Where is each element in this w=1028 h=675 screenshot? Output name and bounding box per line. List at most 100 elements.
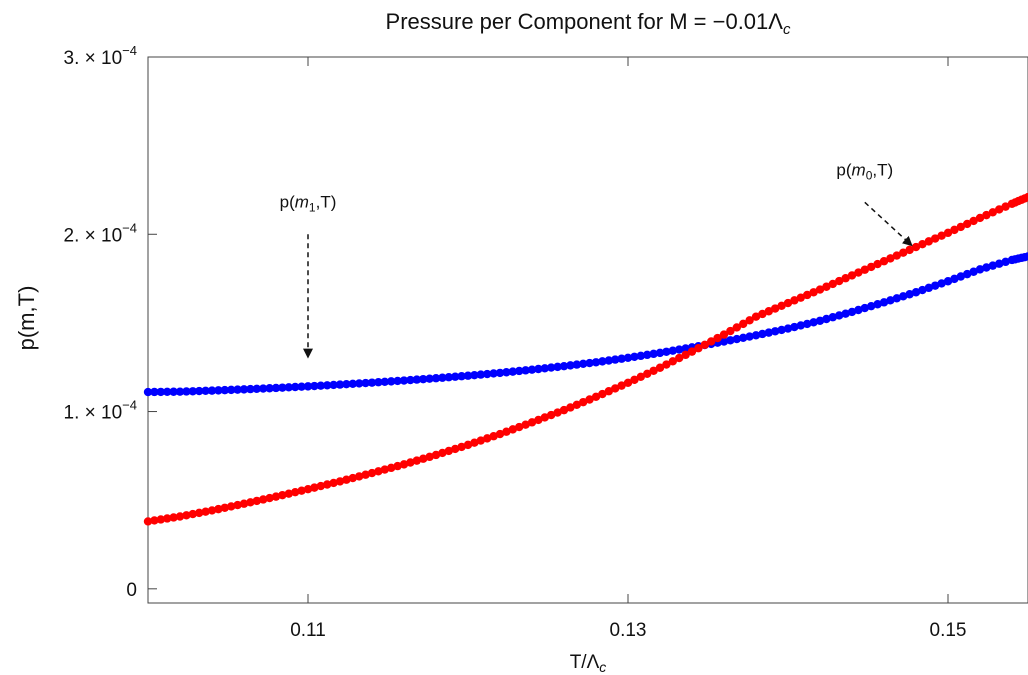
series-0-point (367, 378, 377, 387)
series-0-point (675, 345, 684, 354)
series-0-point (847, 307, 857, 317)
series-0-point (425, 374, 434, 383)
series-1-point (975, 213, 985, 223)
series-1-point (918, 240, 927, 249)
series-0-point (393, 376, 402, 386)
series-1-point (470, 438, 479, 447)
series-1-point (284, 489, 293, 498)
series-1-point (822, 282, 831, 291)
series-1-point (169, 513, 178, 522)
series-0-point (739, 333, 748, 342)
series-0-point (182, 387, 191, 396)
series-1-point (367, 468, 377, 478)
series-0-point (886, 296, 895, 305)
series-1-point (355, 472, 364, 481)
series-0-point (630, 352, 639, 362)
series-0-point (156, 387, 165, 397)
annotation-label: p(m0,T) (836, 160, 893, 182)
series-0-point (342, 380, 351, 389)
series-1-point (521, 420, 530, 429)
series-1-point (438, 448, 447, 458)
series-1-point (649, 366, 658, 375)
series-0-point (963, 269, 972, 279)
series-0-point (175, 387, 185, 396)
series-0-point (969, 267, 978, 276)
series-0-point (924, 283, 933, 293)
series-1-point (553, 408, 562, 417)
series-1-point (803, 290, 812, 300)
series-1-point (847, 271, 857, 280)
series-0-point (815, 316, 825, 325)
series-0-point (662, 347, 671, 356)
series-1-point (764, 307, 773, 316)
series-0-point (643, 350, 652, 360)
x-tick-label: 0.13 (610, 620, 647, 641)
series-0-point (719, 337, 729, 346)
y-tick-label: 2. × 10−4 (64, 220, 137, 246)
series-0-point (937, 279, 946, 288)
series-1-point (950, 225, 959, 235)
series-1-point (956, 222, 965, 232)
series-1-point (508, 425, 517, 434)
series-1-point (425, 452, 434, 462)
series-0-point (918, 285, 927, 295)
series-1-point (636, 372, 645, 381)
series-1-point (585, 395, 594, 404)
y-tick-label: 1. × 10−4 (64, 398, 137, 424)
series-0-point (201, 386, 210, 396)
annotation-label: p(m1,T) (280, 192, 337, 214)
series-1-point (156, 515, 165, 524)
series-1-point (374, 467, 383, 476)
series-0-point (649, 349, 658, 359)
plot-area (147, 56, 1028, 604)
series-0-point (745, 332, 754, 341)
series-1-point (527, 418, 537, 427)
series-0-point (143, 387, 153, 397)
data-series (143, 192, 1028, 526)
chart-title: Pressure per Component for M = −0.01Λc (386, 9, 791, 38)
series-0-point (463, 371, 473, 380)
series-1-point (815, 285, 825, 294)
series-0-point (515, 366, 524, 376)
series-0-point (796, 321, 805, 330)
series-1-point (828, 279, 837, 289)
y-tick-label: 0 (126, 580, 137, 601)
series-1-point (655, 363, 665, 372)
series-1-point (547, 410, 556, 420)
series-0-point (534, 364, 543, 374)
series-0-point (873, 300, 882, 309)
series-0-point (195, 386, 204, 396)
series-1-point (361, 470, 370, 479)
series-0-point (521, 366, 530, 375)
series-1-point (278, 490, 287, 500)
series-1-point (790, 296, 799, 305)
series-1-point (239, 499, 249, 508)
series-1-point (598, 389, 607, 399)
series-0-point (502, 368, 511, 377)
series-1-point (342, 475, 351, 484)
series-0-point (1001, 257, 1010, 267)
series-0-point (950, 274, 959, 284)
x-axis-label: T/Λc (570, 652, 607, 675)
series-0-point (483, 369, 492, 379)
series-0-point (227, 385, 236, 395)
series-1-point (406, 458, 415, 467)
series-0-point (214, 386, 223, 395)
series-0-point (982, 263, 991, 272)
series-1-point (1023, 192, 1028, 202)
series-1-point (323, 480, 332, 489)
series-1-point (259, 495, 268, 504)
series-1-point (207, 506, 217, 515)
series-0-point (828, 313, 837, 322)
series-0-point (412, 375, 421, 384)
annotation-arrow (864, 201, 913, 247)
series-0-point (246, 384, 255, 394)
series-0-point (975, 265, 985, 274)
series-1-point (783, 298, 793, 308)
series-0-point (457, 372, 466, 381)
series-0-point (566, 361, 575, 370)
series-1-point (713, 333, 722, 343)
series-0-point (444, 373, 453, 382)
series-0-point (803, 319, 812, 329)
series-0-point (419, 374, 428, 384)
